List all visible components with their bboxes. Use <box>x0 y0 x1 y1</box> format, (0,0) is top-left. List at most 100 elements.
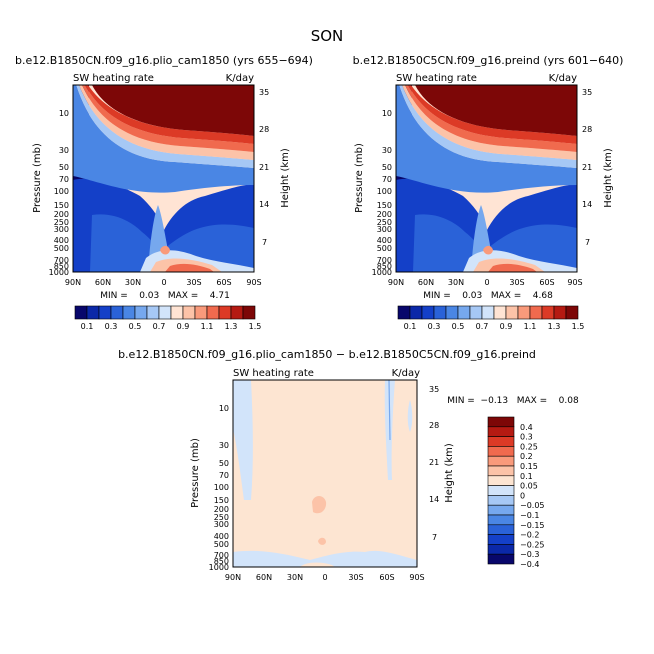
y-tick-label: 850 <box>377 262 392 271</box>
heatmap-preind <box>396 85 577 272</box>
colorbar-swatch <box>457 305 471 320</box>
colorbar-swatch <box>487 504 515 516</box>
y2-tick-label: 35 <box>259 88 269 97</box>
colorbar-label: 0.5 <box>452 322 465 331</box>
colorbar-label: 0.3 <box>105 322 118 331</box>
colorbar-label: 0.3 <box>520 433 533 442</box>
colorbar-plio: 0.1 0.3 0.5 0.7 0.9 1.1 1.3 1.5 <box>74 305 262 331</box>
y-tick-label: 850 <box>214 557 229 566</box>
colorbar-preind: 0.1 0.3 0.5 0.7 0.9 1.1 1.3 1.5 <box>397 305 584 331</box>
x-tick-label: 90N <box>225 573 241 582</box>
x-tick-label: 60N <box>256 573 272 582</box>
colorbar-label: 0.7 <box>476 322 489 331</box>
colorbar-swatch <box>487 446 515 457</box>
y2-tick-label: 14 <box>429 495 439 504</box>
colorbar-swatch <box>487 455 515 467</box>
colorbar-label: 0.7 <box>153 322 166 331</box>
y-tick-label: 70 <box>382 175 392 184</box>
y-tick-label: 150 <box>54 201 69 210</box>
y2-tick-label: 21 <box>582 163 592 172</box>
heatmap-negative-60s-line <box>388 380 391 441</box>
x-tick-label: 60N <box>95 278 111 287</box>
colorbar-swatch <box>194 305 208 320</box>
colorbar-swatch <box>469 305 483 320</box>
x-tick-label: 60S <box>539 278 554 287</box>
stats-label: MIN = −0.13 MAX = 0.08 <box>447 396 579 406</box>
colorbar-label: −0.2 <box>520 531 539 540</box>
y-tick-label: 70 <box>219 471 229 480</box>
colorbar-swatch <box>487 436 515 447</box>
y-tick-label: 30 <box>219 441 229 450</box>
colorbar-label: 0.9 <box>500 322 513 331</box>
heatmap-positive-surface <box>300 562 335 567</box>
x-tick-label: 60S <box>216 278 231 287</box>
heatmap-negative-north <box>233 380 253 500</box>
heatmap-stratosphere-max <box>415 85 577 136</box>
y-tick-label: 30 <box>59 146 69 155</box>
colorbar-swatch <box>487 524 515 535</box>
x-tick-label: 30N <box>125 278 141 287</box>
heatmap-surface-core <box>160 245 170 255</box>
y-tick-label: 50 <box>219 459 229 468</box>
colorbar-swatch <box>553 305 567 320</box>
y2-tick-label: 28 <box>259 125 269 134</box>
colorbar-swatch <box>445 305 459 320</box>
colorbar-swatch <box>517 305 531 320</box>
heatmap-stratosphere-band-1 <box>399 85 577 168</box>
y2-axis-label: Height (km) <box>444 443 455 503</box>
colorbar-swatch <box>206 305 220 320</box>
colorbar-swatch <box>487 495 515 506</box>
panel-title: b.e12.B1850C5CN.f09_g16.preind (yrs 601−… <box>353 54 624 67</box>
heatmap-stratosphere-max <box>92 85 254 136</box>
colorbar-swatch <box>529 305 543 320</box>
x-tick-label: 0 <box>161 278 166 287</box>
colorbar-swatch <box>242 305 256 320</box>
colorbar-swatch <box>481 305 495 320</box>
colorbar-swatch <box>86 305 100 320</box>
heatmap-surface-hot <box>488 263 537 272</box>
heatmap-stratosphere-light <box>396 85 577 193</box>
panel-variable-label: SW heating rate <box>233 368 314 379</box>
y-tick-label: 200 <box>54 210 69 219</box>
colorbar-label: 1.5 <box>249 322 262 331</box>
panel-variable-label: SW heating rate <box>73 73 154 84</box>
y-tick-label: 1000 <box>209 563 229 572</box>
y-tick-label: 200 <box>214 505 229 514</box>
colorbar-swatch <box>170 305 184 320</box>
colorbar-label: 0.1 <box>520 472 533 481</box>
y2-tick-label: 14 <box>259 200 269 209</box>
y-axis-height: 35 28 21 14 7 <box>259 88 269 247</box>
x-tick-label: 0 <box>322 573 327 582</box>
y-tick-label: 500 <box>54 244 69 253</box>
y-tick-label: 1000 <box>49 268 69 277</box>
plot-frame <box>72 84 255 273</box>
y-axis-pressure: 10 30 50 70 100 150 200 250 300 400 500 … <box>209 404 229 572</box>
panel-variable-label: SW heating rate <box>396 73 477 84</box>
colorbar-label: 0.9 <box>177 322 190 331</box>
panel-title: b.e12.B1850CN.f09_g16.plio_cam1850 (yrs … <box>15 54 313 67</box>
heatmap-stratosphere-band-4 <box>408 85 577 144</box>
heatmap-stratosphere-band-4 <box>85 85 254 144</box>
colorbar-label: −0.1 <box>520 511 539 520</box>
colorbar-swatch <box>565 305 579 320</box>
heatmap-stratosphere-band-2 <box>79 85 254 160</box>
y-tick-label: 400 <box>377 236 392 245</box>
heatmap-difference <box>233 380 417 567</box>
colorbar-swatch <box>487 534 515 545</box>
y2-tick-label: 21 <box>429 458 439 467</box>
colorbar-label: 1.3 <box>225 322 238 331</box>
colorbar-label: −0.3 <box>520 550 539 559</box>
x-tick-label: 0 <box>484 278 489 287</box>
colorbar-swatch <box>487 485 515 496</box>
y2-tick-label: 28 <box>582 125 592 134</box>
heatmap-negative-edge <box>407 400 413 432</box>
panel-title: b.e12.B1850CN.f09_g16.plio_cam1850 − b.e… <box>118 348 536 361</box>
colorbar-label: −0.25 <box>520 540 545 549</box>
heatmap-plio <box>73 85 254 272</box>
y-tick-label: 10 <box>59 109 69 118</box>
x-tick-label: 60N <box>418 278 434 287</box>
y-tick-label: 30 <box>382 146 392 155</box>
y-axis-pressure: 10 30 50 70 100 150 200 250 300 400 500 … <box>49 109 69 277</box>
y-axis-label: Pressure (mb) <box>32 143 43 213</box>
panel-units-label: K/day <box>392 368 420 379</box>
